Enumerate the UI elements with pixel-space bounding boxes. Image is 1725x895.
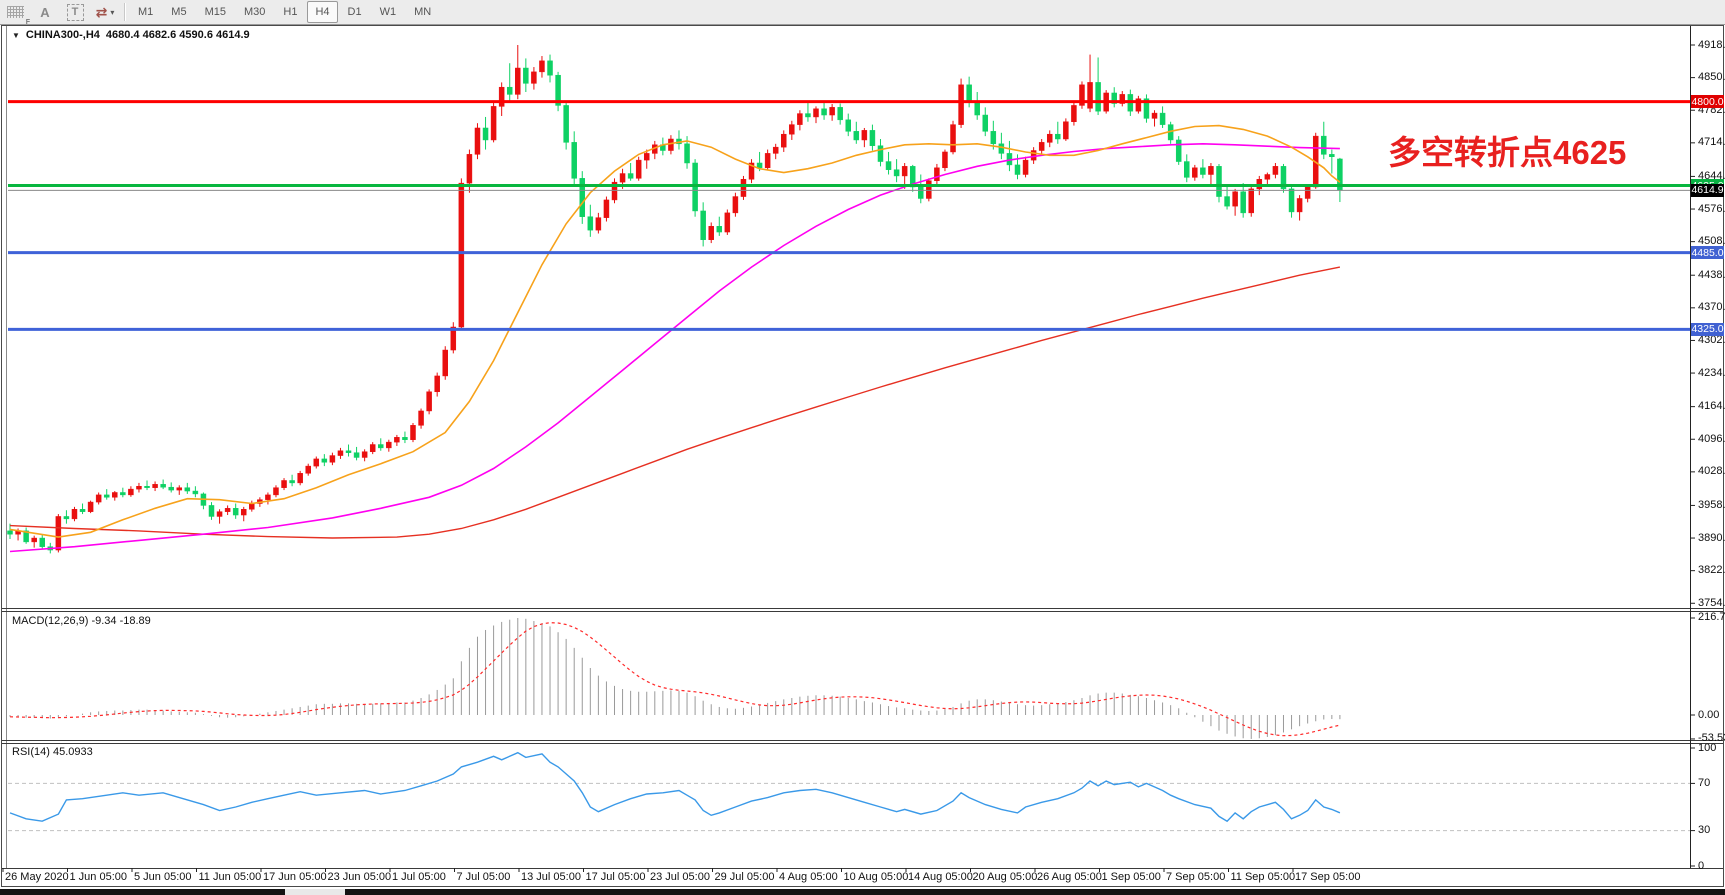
chart-text-annotation[interactable]: 多空转折点4625 <box>1388 134 1627 171</box>
chart-ohlc-values: 4680.4 4682.6 4590.6 4614.9 <box>105 29 250 41</box>
macd-indicator-label: MACD(12,26,9) -9.34 -18.89 <box>12 615 151 627</box>
chart-symbol-title: CHINA300-,H4 <box>25 29 100 41</box>
timeframe-button-m15[interactable]: M15 <box>204 6 226 18</box>
timeframe-button-h4[interactable]: H4 <box>307 1 338 23</box>
text-box-icon[interactable]: T <box>62 2 88 22</box>
timeframe-button-mn[interactable]: MN <box>414 6 432 18</box>
grid-glyph <box>6 6 24 18</box>
bottom-bar-segment <box>345 889 1725 895</box>
toolbar-separator <box>124 3 125 21</box>
timeframe-button-w1[interactable]: W1 <box>379 6 397 18</box>
timeframe-button-d1[interactable]: D1 <box>347 6 362 18</box>
crosshair-grid-icon[interactable]: F <box>2 2 30 26</box>
chart-canvas[interactable] <box>0 25 1725 888</box>
toolbar: F A T ⇄ ▾ M1 M5 M15 M30 H1 H4 D1 W1 MN <box>0 0 1725 26</box>
text-annotation-icon[interactable]: A <box>40 4 50 20</box>
dropdown-caret-icon: ▾ <box>110 7 115 17</box>
candles <box>7 45 1343 554</box>
chart-dropdown-icon[interactable]: ▼ <box>12 30 20 40</box>
rsi-indicator-label: RSI(14) 45.0933 <box>12 746 93 758</box>
timeframe-buttons: M1 M5 M15 M30 H1 H4 D1 W1 MN <box>129 1 440 23</box>
timeframe-button-h1[interactable]: H1 <box>283 6 298 18</box>
cycle-arrows-icon[interactable]: ⇄ ▾ <box>95 3 115 20</box>
macd-histogram <box>9 617 1341 739</box>
timeframe-button-m1[interactable]: M1 <box>138 6 154 18</box>
chart-title-row: ▼ CHINA300-,H4 4680.4 4682.6 4590.6 4614… <box>12 29 250 41</box>
chart-window: 4918.04850.04782.04714.04644.04576.04508… <box>0 25 1725 888</box>
bottom-bar-gap <box>285 889 345 895</box>
grid-f-label: F <box>25 19 30 26</box>
bottom-bar-segment <box>0 889 285 895</box>
timeframe-button-m30[interactable]: M30 <box>243 6 266 18</box>
timeframe-button-m5[interactable]: M5 <box>171 6 187 18</box>
